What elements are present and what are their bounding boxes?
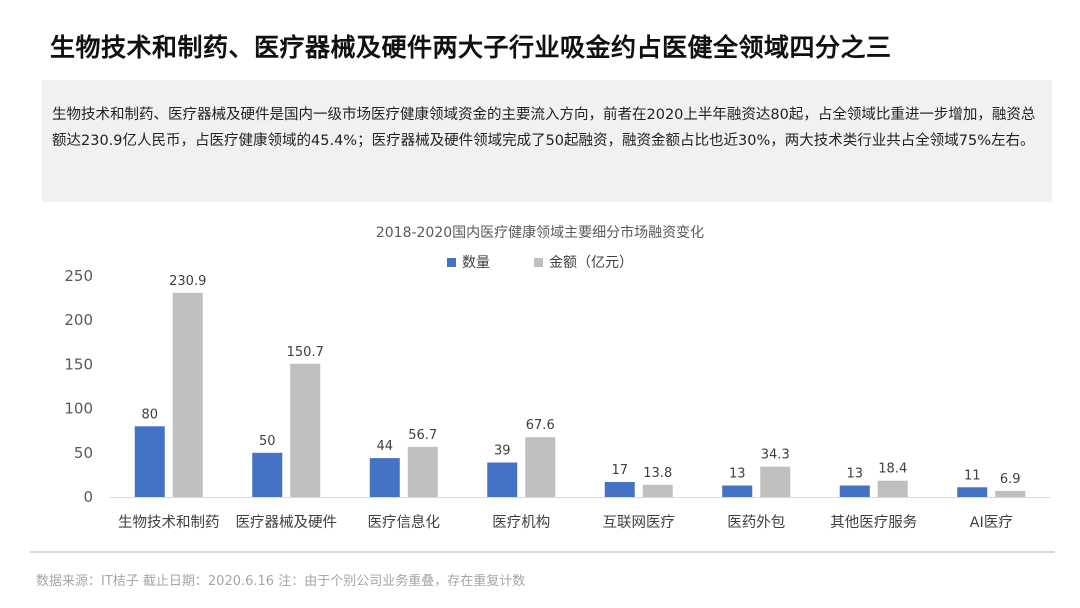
- bar-amount: [525, 437, 556, 497]
- legend-item-count: 数量: [447, 252, 490, 272]
- y-tick-label: 100: [64, 400, 93, 418]
- chart-title: 2018-2020国内医疗健康领域主要细分市场融资变化: [375, 225, 705, 241]
- bar-count: [839, 485, 870, 497]
- data-label-amount: 34.3: [761, 448, 790, 463]
- legend-swatch-count: [447, 257, 456, 267]
- y-tick-label: 250: [64, 267, 93, 285]
- bar-amount: [172, 292, 203, 497]
- bar-count: [487, 462, 518, 497]
- data-label-amount: 6.9: [1000, 472, 1021, 487]
- x-tick-label: 其他医疗服务: [830, 514, 917, 531]
- data-label-amount: 230.9: [169, 274, 206, 289]
- bar-amount: [642, 484, 673, 497]
- bar-count: [252, 452, 283, 497]
- data-label-amount: 13.8: [643, 466, 672, 481]
- x-tick-label: 互联网医疗: [603, 514, 676, 531]
- bar-amount: [877, 480, 908, 497]
- summary-box: 生物技术和制药、医疗器械及硬件是国内一级市场医疗健康领域资金的主要流入方向，前者…: [42, 80, 1052, 202]
- x-tick-label: 医疗信息化: [368, 514, 441, 531]
- headline: 生物技术和制药、医疗器械及硬件两大子行业吸金约占医健全领域四分之三: [50, 33, 892, 62]
- data-label-count: 13: [846, 467, 863, 482]
- chart-legend: 数量 金额（亿元）: [0, 252, 1080, 272]
- bar-count: [957, 487, 988, 497]
- bar-count: [134, 426, 165, 497]
- bar-count: [722, 485, 753, 497]
- y-tick-label: 200: [64, 311, 93, 329]
- legend-label-amount: 金额（亿元）: [549, 255, 633, 271]
- data-label-amount: 67.6: [526, 418, 555, 433]
- x-tick-label: 医疗机构: [492, 514, 550, 531]
- bar-chart: 0 50 100 150 200 250 80 230.9 生物技术和制药 50 150.7 医疗器械…: [64, 267, 1050, 531]
- legend-item-amount: 金额（亿元）: [534, 252, 633, 272]
- y-tick-label: 150: [64, 355, 93, 373]
- source-note: 数据来源：IT桔子 截止日期：2020.6.16 注：由于个别公司业务重叠，存在…: [36, 574, 526, 589]
- x-tick-label: AI医疗: [970, 514, 1013, 531]
- x-tick-label: 医药外包: [727, 514, 785, 531]
- data-label-amount: 18.4: [878, 462, 907, 477]
- legend-label-count: 数量: [462, 255, 490, 271]
- data-label-count: 50: [259, 434, 276, 449]
- bar-amount: [290, 363, 321, 497]
- bar-count: [369, 458, 400, 497]
- bar-count: [604, 481, 635, 497]
- chart-area: 0 50 100 150 200 250 80 230.9 生物技术和制药 50 150.7 医疗器械…: [0, 210, 1080, 550]
- legend-swatch-amount: [534, 257, 543, 267]
- data-label-count: 17: [611, 463, 628, 478]
- data-label-count: 13: [729, 467, 746, 482]
- data-label-amount: 56.7: [408, 428, 437, 443]
- x-tick-label: 生物技术和制药: [118, 514, 220, 531]
- y-tick-label: 50: [74, 444, 93, 462]
- data-label-count: 80: [141, 407, 158, 422]
- footer-divider: [30, 551, 1055, 553]
- x-tick-label: 医疗器械及硬件: [236, 514, 338, 531]
- data-label-count: 39: [494, 444, 511, 459]
- bar-amount: [407, 446, 438, 497]
- y-tick-label: 0: [83, 488, 93, 506]
- bar-amount: [995, 490, 1026, 497]
- data-label-count: 11: [964, 468, 981, 483]
- bar-amount: [760, 466, 791, 497]
- data-label-amount: 150.7: [287, 345, 324, 360]
- data-label-count: 44: [376, 439, 393, 454]
